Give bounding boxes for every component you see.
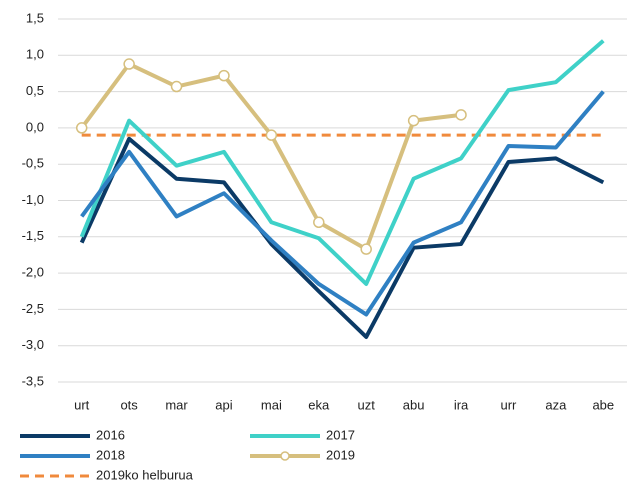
- x-tick-label: abe: [592, 397, 614, 412]
- legend-marker: [280, 451, 290, 461]
- y-tick-label: -1,0: [22, 192, 44, 207]
- series-marker: [123, 58, 135, 70]
- series-marker: [218, 69, 230, 82]
- series-line: [79, 39, 605, 286]
- series-line: [79, 136, 605, 339]
- series-marker: [360, 243, 372, 255]
- x-tick-label: ots: [120, 397, 138, 412]
- y-tick-label: -2,5: [22, 301, 44, 316]
- x-tick-label: uzt: [358, 397, 376, 412]
- x-tick-label: ira: [454, 397, 469, 412]
- x-tick-label: eka: [308, 397, 330, 412]
- legend-label: 2019: [326, 447, 355, 462]
- series-marker: [407, 114, 420, 127]
- series-marker: [75, 122, 88, 134]
- series-marker: [265, 129, 278, 141]
- y-tick-label: 1,5: [26, 10, 44, 25]
- series-marker: [455, 109, 467, 121]
- x-tick-label: api: [215, 397, 232, 412]
- x-tick-label: mai: [261, 397, 282, 412]
- x-tick-label: urr: [501, 397, 518, 412]
- y-tick-label: -0,5: [22, 156, 44, 171]
- y-tick-label: 0,5: [26, 83, 44, 98]
- series-marker: [170, 80, 183, 93]
- series-line: [80, 90, 605, 317]
- series-marker: [313, 216, 325, 229]
- y-tick-label: -2,0: [22, 265, 44, 280]
- y-tick-label: -1,5: [22, 228, 44, 243]
- legend-label: 2018: [96, 447, 125, 462]
- legend-label: 2017: [326, 427, 355, 442]
- x-tick-label: aza: [545, 397, 567, 412]
- legend-label: 2019ko helburua: [96, 467, 194, 482]
- y-tick-label: -3,0: [22, 337, 44, 352]
- x-tick-label: abu: [403, 397, 425, 412]
- y-tick-label: 0,0: [26, 119, 44, 134]
- x-tick-label: mar: [165, 397, 188, 412]
- x-tick-label: urt: [74, 397, 90, 412]
- y-tick-label: -3,5: [22, 373, 44, 388]
- y-tick-label: 1,0: [26, 47, 44, 62]
- legend-label: 2016: [96, 427, 125, 442]
